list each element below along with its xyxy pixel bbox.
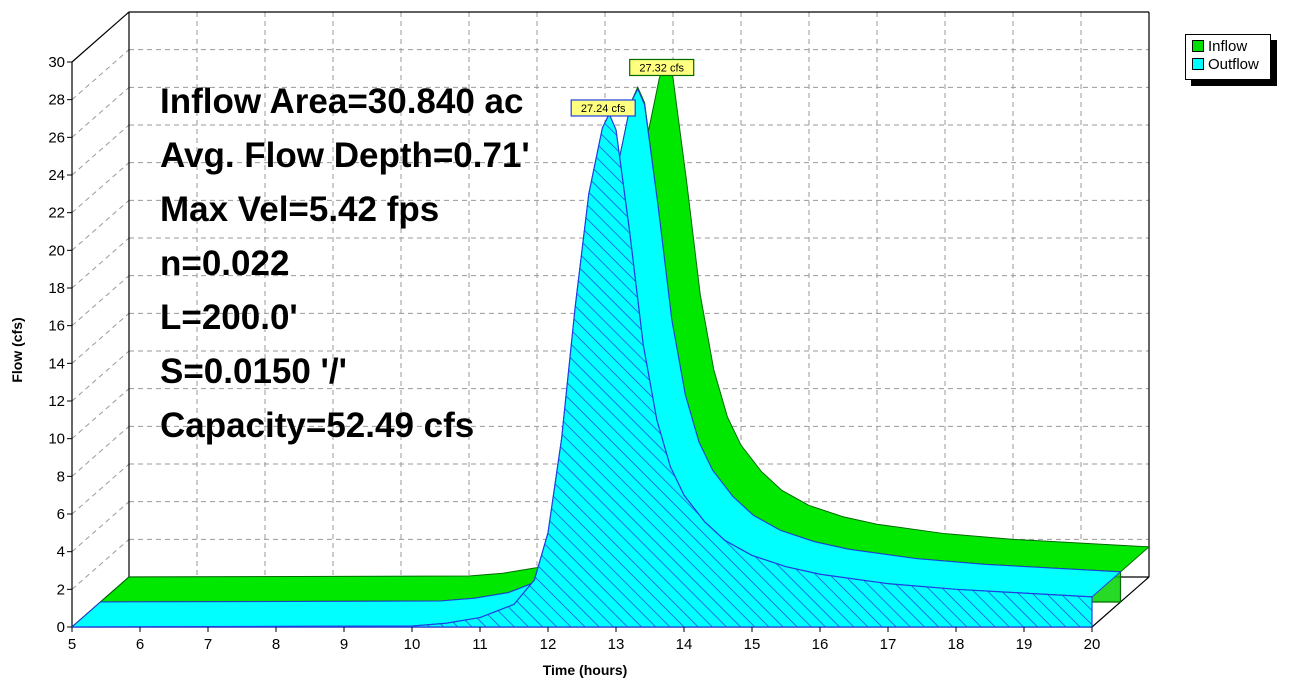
x-axis-title: Time (hours): [543, 662, 628, 678]
peak-label-inflow: 27.32 cfs: [639, 62, 684, 74]
legend-item-outflow: Outflow: [1192, 55, 1259, 73]
y-tick-label: 10: [48, 431, 65, 448]
x-tick-label: 10: [404, 636, 421, 653]
wall-grid-line: [71, 49, 130, 101]
x-tick-label: 9: [340, 636, 348, 653]
x-tick-label: 13: [608, 636, 625, 653]
x-tick-label: 16: [812, 636, 829, 653]
x-tick-label: 6: [136, 636, 144, 653]
y-tick-label: 26: [48, 129, 65, 146]
x-tick-label: 12: [540, 636, 557, 653]
x-tick-label: 11: [472, 636, 488, 653]
x-tick-label: 14: [676, 636, 693, 653]
x-tick-label: 18: [948, 636, 965, 653]
wall-grid-line: [71, 501, 130, 553]
wall-grid-line: [71, 425, 130, 477]
wall-grid-line: [71, 86, 130, 138]
x-tick-label: 5: [68, 636, 76, 653]
x-tick-label: 17: [880, 636, 897, 653]
annotation-line: n=0.022: [160, 244, 289, 283]
legend-swatch-inflow: [1192, 40, 1204, 52]
y-tick-label: 30: [48, 54, 65, 71]
y-tick-label: 2: [57, 581, 65, 598]
x-tick-label: 7: [204, 636, 212, 653]
wall-grid-line: [71, 350, 130, 402]
y-tick-label: 20: [48, 242, 65, 259]
wall-grid-line: [71, 237, 130, 289]
y-tick-label: 6: [57, 506, 65, 523]
wall-grid-line: [71, 388, 130, 440]
wall-grid-line: [71, 312, 130, 364]
x-tick-label: 20: [1084, 636, 1101, 653]
legend-box: Inflow Outflow: [1185, 34, 1271, 80]
annotation-line: L=200.0': [160, 298, 298, 337]
y-tick-label: 18: [48, 280, 65, 297]
wall-grid-line: [71, 162, 130, 214]
y-tick-label: 14: [48, 355, 65, 372]
y-tick-label: 12: [48, 393, 65, 410]
y-axis-title: Flow (cfs): [9, 317, 25, 382]
peak-labels: 27.32 cfs 27.24 cfs: [570, 58, 695, 117]
wall-grid-line: [71, 275, 130, 327]
wall-grid-line: [71, 538, 130, 590]
y-tick-label: 28: [48, 92, 65, 109]
peak-label-box: [570, 99, 636, 117]
x-tick-label: 15: [744, 636, 761, 653]
legend-label-outflow: Outflow: [1208, 55, 1259, 73]
y-tick-label: 22: [48, 205, 65, 222]
y-tick-label: 0: [57, 619, 65, 636]
x-tick-label: 8: [272, 636, 280, 653]
x-tick-label: 19: [1016, 636, 1033, 653]
annotation-line: Avg. Flow Depth=0.71': [160, 136, 530, 175]
legend-label-inflow: Inflow: [1208, 37, 1248, 55]
peak-label-outflow: 27.24 cfs: [581, 103, 626, 115]
legend-swatch-outflow: [1192, 58, 1204, 70]
tick-labels: 5 6 7 8 9 10 11 12 13 14 15 16 17 18 19 200246810121416…: [48, 54, 1100, 653]
annotation-line: Capacity=52.49 cfs: [160, 406, 474, 445]
wall-grid-line: [71, 199, 130, 251]
y-tick-label: 8: [57, 468, 65, 485]
peak-label-box: [629, 58, 695, 77]
annotation-line: S=0.0150 '/': [160, 352, 347, 391]
top-left-depth-edge: [71, 11, 130, 63]
wall-grid-line: [71, 463, 130, 515]
series-ribbon-face: [71, 112, 1093, 628]
y-tick-label: 24: [48, 167, 65, 184]
series-layer: [70, 61, 1151, 628]
wall-grid-line: [71, 124, 130, 176]
annotations: Inflow Area=30.840 ac Avg. Flow Depth=0.7…: [160, 82, 530, 445]
annotation-line: Inflow Area=30.840 ac: [160, 82, 523, 121]
legend: Inflow Outflow: [1185, 34, 1277, 86]
annotation-line: Max Vel=5.42 fps: [160, 190, 439, 229]
y-tick-label: 16: [48, 318, 65, 335]
series-outflow: [70, 87, 1122, 628]
y-tick-label: 4: [57, 544, 65, 561]
legend-item-inflow: Inflow: [1192, 37, 1247, 55]
